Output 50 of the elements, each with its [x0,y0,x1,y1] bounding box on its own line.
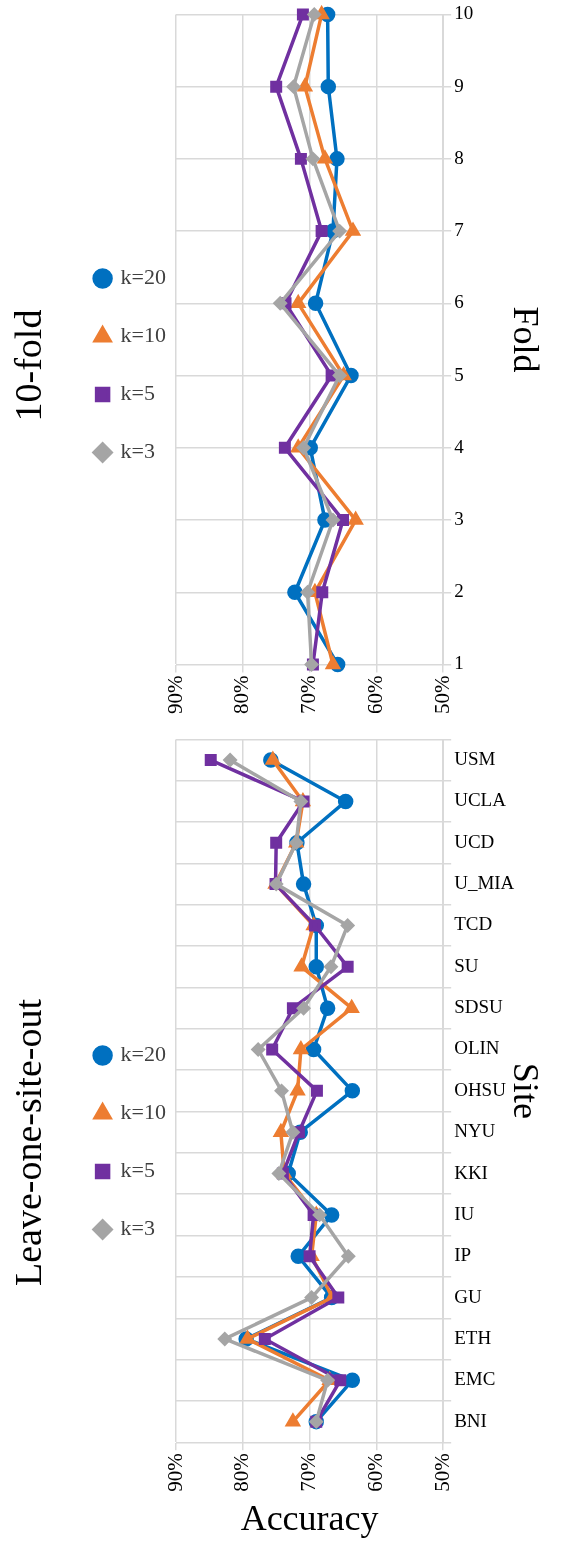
y-tick-label: TCD [454,913,493,935]
y-tick-label: BNI [454,1409,487,1431]
y-tick-label: UCD [454,830,495,852]
y-axis-title: Fold [505,306,546,373]
legend-label: k=10 [120,322,167,348]
y-tick-label: IU [454,1202,475,1224]
legend-label: k=5 [120,380,156,406]
y-tick-label: IP [454,1244,472,1266]
y-tick-label: USM [454,748,496,770]
y-tick-label: 1 [454,652,464,674]
y-tick-label: U_MIA [454,872,515,894]
y-tick-label: 10 [454,2,474,24]
x-tick-label: 70% [296,1453,321,1492]
y-tick-label: NYU [454,1120,496,1142]
y-tick-label: UCLA [454,789,507,811]
y-tick-label: SU [454,954,479,976]
legend-label: k=20 [120,1041,167,1067]
y-tick-label: 2 [454,580,464,602]
y-tick-label: GU [454,1285,482,1307]
x-tick-label: 80% [229,675,254,715]
x-tick-label: 70% [296,675,321,715]
x-tick-label: 80% [229,1453,254,1492]
y-tick-label: KKI [454,1161,488,1183]
legend-label: k=3 [120,1215,156,1241]
legend-label: k=3 [120,438,156,464]
text: 10-fold [6,309,49,422]
y-tick-label: ETH [454,1326,492,1348]
x-tick-label: 50% [429,1453,454,1492]
x-tick-label: 60% [362,675,387,715]
x-tick-label: 90% [162,675,187,715]
legend-label: k=20 [120,264,167,290]
y-tick-label: 9 [454,74,464,96]
x-tick-label: 50% [429,675,454,715]
text: Leave-one-site-out [6,998,49,1286]
x-axis-title: Accuracy [240,1497,379,1538]
legend-label: k=5 [120,1157,156,1183]
y-tick-label: 8 [454,146,464,168]
y-tick-label: 3 [454,508,464,530]
y-tick-label: OLIN [454,1037,500,1059]
y-tick-label: 6 [454,291,464,313]
x-tick-label: 60% [362,1453,387,1492]
y-tick-label: 7 [454,219,464,241]
legend-label: k=10 [120,1099,167,1125]
y-tick-label: 5 [454,363,464,385]
y-tick-label: SDSU [454,996,504,1018]
y-tick-label: EMC [454,1368,496,1390]
y-tick-label: OHSU [454,1078,507,1100]
y-tick-label: 4 [454,435,465,457]
y-axis-title: Site [505,1062,546,1119]
x-tick-label: 90% [162,1453,187,1492]
